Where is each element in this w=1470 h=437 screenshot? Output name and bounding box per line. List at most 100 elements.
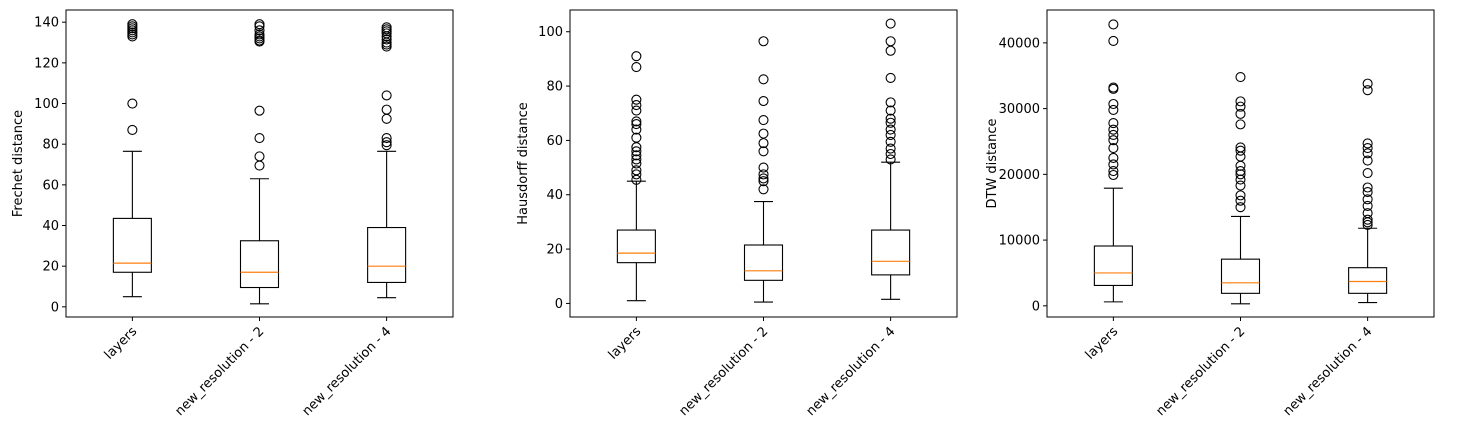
outlier-point: [1362, 214, 1373, 225]
outlier-point: [631, 119, 642, 130]
outlier-point: [631, 132, 642, 143]
outlier-point: [1362, 78, 1373, 89]
outlier-point: [1108, 135, 1119, 146]
outlier-point: [758, 36, 769, 47]
outlier-point: [1362, 138, 1373, 149]
outlier-point: [1235, 72, 1246, 83]
y-axis-label: DTW distance: [985, 118, 1000, 208]
iqr-box: [1348, 267, 1388, 294]
y-tick-label: 80: [546, 80, 563, 95]
outlier-point: [1362, 167, 1373, 179]
y-tick-label: 20000: [999, 168, 1040, 183]
outlier-point: [1108, 98, 1119, 110]
axes-frame: [65, 9, 454, 318]
y-tick-label: 120: [34, 56, 59, 71]
outlier-point: [1235, 108, 1246, 119]
outlier-point: [1108, 152, 1119, 163]
outlier-point: [758, 169, 769, 180]
hausdorff-distance-panel: 0 20 40 60 80 100 Hausdorff distance layers new_…: [516, 9, 958, 419]
outlier-point: [1362, 187, 1373, 198]
outlier-point: [381, 137, 392, 148]
outlier-point: [1235, 166, 1246, 177]
iqr-box: [1220, 258, 1261, 294]
outlier-point: [1108, 124, 1119, 135]
outlier-point: [1235, 180, 1246, 191]
outlier-point: [1235, 160, 1246, 171]
y-tick-label: 0: [51, 300, 59, 315]
x-tick-label: new_resolution - 2: [676, 324, 771, 419]
outlier-point: [254, 29, 265, 40]
outlier-point: [127, 124, 138, 136]
iqr-box: [367, 226, 407, 283]
x-tick-label: new_resolution - 2: [172, 324, 267, 419]
outlier-point: [1235, 119, 1246, 130]
y-tick-label: 100: [538, 25, 563, 40]
y-tick-label: 20: [42, 260, 59, 275]
outlier-point: [631, 158, 642, 169]
outlier-point: [1108, 35, 1119, 46]
outlier-point: [1235, 145, 1246, 156]
iqr-box: [616, 229, 656, 264]
y-tick-label: 40000: [999, 36, 1040, 51]
outlier-point: [381, 104, 392, 115]
box-0: [616, 51, 656, 302]
outlier-point: [758, 95, 769, 107]
y-tick-label: 60: [42, 178, 59, 193]
outlier-point: [758, 128, 769, 139]
outlier-point: [1108, 129, 1119, 140]
outlier-point: [1235, 195, 1246, 206]
outlier-point: [254, 133, 265, 144]
outlier-point: [381, 140, 392, 151]
outlier-point: [631, 94, 642, 105]
outlier-point: [885, 18, 896, 29]
outlier-point: [381, 113, 392, 124]
outlier-point: [631, 62, 642, 73]
box-1: [239, 19, 280, 305]
x-tick-label: new_resolution - 4: [1281, 324, 1376, 419]
iqr-box: [1093, 245, 1133, 286]
x-tick-label: new_resolution - 4: [804, 324, 899, 419]
box-2: [367, 22, 407, 299]
outlier-point: [631, 116, 642, 127]
outlier-point: [631, 51, 642, 62]
outlier-point: [254, 25, 265, 36]
outlier-point: [1362, 148, 1373, 159]
outlier-point: [254, 105, 265, 116]
outlier-point: [631, 105, 642, 116]
iqr-box: [743, 244, 784, 281]
outlier-point: [885, 105, 896, 116]
outlier-point: [381, 90, 392, 101]
y-tick-label: 10000: [999, 234, 1040, 249]
outlier-point: [885, 143, 896, 154]
outlier-point: [885, 129, 896, 141]
outlier-point: [758, 176, 769, 187]
box-0: [1093, 19, 1133, 303]
outlier-point: [1235, 101, 1246, 112]
outlier-point: [885, 36, 896, 47]
outlier-point: [885, 45, 896, 56]
y-tick-label: 80: [42, 138, 59, 153]
outlier-point: [758, 184, 769, 195]
outlier-point: [254, 151, 265, 162]
box-1: [1220, 72, 1261, 305]
frechet-distance-panel: 0 20 40 60 80 100 120 140 Frechet distance layers…: [11, 9, 454, 419]
outlier-point: [381, 22, 392, 33]
outlier-point: [885, 136, 896, 147]
outlier-point: [758, 74, 769, 85]
outlier-point: [758, 162, 769, 173]
outlier-point: [885, 154, 896, 165]
outlier-point: [758, 146, 769, 157]
outlier-point: [631, 169, 642, 180]
outlier-point: [1108, 169, 1119, 181]
outlier-point: [127, 98, 138, 109]
outlier-point: [1235, 96, 1246, 107]
y-tick-label: 30000: [999, 102, 1040, 117]
outlier-point: [127, 19, 138, 30]
outlier-point: [885, 124, 896, 135]
outlier-point: [1108, 104, 1119, 115]
axes-frame: [1046, 9, 1435, 318]
outlier-point: [1235, 142, 1246, 153]
iqr-box: [112, 217, 152, 273]
box-2: [871, 18, 911, 300]
y-tick-label: 40: [546, 188, 563, 203]
